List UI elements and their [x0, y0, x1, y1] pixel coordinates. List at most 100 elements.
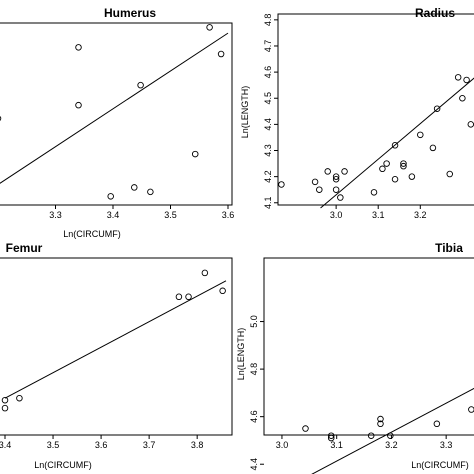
- data-point: [217, 50, 225, 58]
- data-point: [400, 160, 407, 167]
- data-point: [107, 193, 114, 200]
- data-point: [147, 188, 154, 196]
- data-point: [387, 432, 394, 439]
- fit-line: [0, 32, 229, 184]
- fit-line: [4, 280, 227, 399]
- y-tick-label: 5.0: [249, 315, 259, 328]
- data-point: [137, 81, 144, 89]
- x-axis: 3.0 3.1 3.2: [330, 205, 427, 220]
- panel-femur: Femur 3.4 3.5 3.6 3.7 3.8 Ln(CIRCUMF): [0, 241, 233, 470]
- y-tick-label: 4.8: [249, 363, 259, 376]
- y-axis-label: Ln(LENGTH): [236, 328, 246, 381]
- x-tick-label: 3.5: [164, 210, 177, 220]
- point-group: [1, 269, 226, 412]
- y-tick-label: 4.7: [263, 40, 273, 53]
- data-point: [75, 44, 82, 51]
- data-point: [377, 420, 384, 428]
- x-tick-label: 3.2: [414, 210, 427, 220]
- panel-title: Tibia: [435, 241, 463, 255]
- y-tick-label: 4.4: [249, 458, 259, 471]
- panel-title: Femur: [6, 241, 43, 255]
- y-tick-label: 4.6: [263, 66, 273, 79]
- data-point: [341, 168, 348, 175]
- data-point: [219, 287, 226, 295]
- plot-frame: [263, 257, 474, 436]
- y-tick-label: 4.1: [263, 197, 273, 210]
- data-point: [278, 181, 285, 188]
- data-point: [468, 406, 474, 413]
- data-point: [463, 76, 470, 84]
- plot-frame: [0, 257, 233, 436]
- x-tick-label: 3.5: [47, 440, 60, 450]
- data-point: [400, 162, 407, 170]
- x-axis-label: Ln(CIRCUMF): [34, 460, 92, 470]
- data-point: [433, 105, 441, 112]
- data-point: [391, 176, 399, 183]
- data-point: [454, 74, 462, 81]
- data-point: [391, 142, 399, 149]
- x-tick-label: 3.6: [95, 440, 108, 450]
- point-group: [0, 24, 225, 200]
- data-point: [383, 160, 390, 167]
- data-point: [185, 293, 192, 301]
- point-group: [302, 406, 474, 442]
- data-point: [429, 144, 437, 152]
- data-point: [0, 115, 2, 122]
- data-point: [327, 434, 335, 442]
- data-point: [206, 24, 213, 31]
- data-point: [327, 432, 335, 439]
- data-point: [191, 150, 199, 158]
- data-point: [367, 432, 375, 439]
- x-tick-label: 3.4: [107, 210, 120, 220]
- x-axis: 3.3 3.4 3.5 3.6: [49, 205, 234, 220]
- x-tick-label: 3.1: [330, 440, 343, 450]
- data-point: [446, 170, 454, 178]
- data-point: [467, 121, 474, 128]
- y-tick-label: 4.2: [263, 170, 273, 183]
- y-tick-label: 4.6: [249, 410, 259, 423]
- x-tick-label: 3.6: [222, 210, 235, 220]
- data-point: [75, 101, 82, 109]
- panel-title: Radius: [415, 6, 455, 20]
- panel-radius: Radius 3.0 3.1 3.2 4.14.24.34.44.54.64.74.…: [240, 6, 474, 220]
- fit-line: [320, 77, 474, 209]
- data-point: [316, 186, 323, 193]
- data-point: [16, 394, 23, 402]
- data-point: [1, 404, 9, 412]
- data-point: [332, 186, 340, 193]
- y-tick-label: 4.4: [263, 118, 273, 131]
- y-tick-label: 4.8: [263, 14, 273, 27]
- y-tick-label: 4.5: [263, 92, 273, 105]
- y-axis: 4.4 4.6 4.8 5.0: [249, 315, 264, 470]
- data-point: [1, 396, 9, 404]
- x-tick-label: 3.1: [372, 210, 385, 220]
- x-tick-label: 3.3: [49, 210, 62, 220]
- x-axis: 3.0 3.1 3.2 3.3: [276, 435, 453, 450]
- panel-title: Humerus: [104, 6, 156, 20]
- x-axis-label: Ln(CIRCUMF): [63, 229, 121, 239]
- data-point: [332, 176, 340, 183]
- data-point: [379, 165, 386, 173]
- data-point: [311, 178, 319, 186]
- x-tick-label: 3.3: [440, 440, 453, 450]
- x-axis: 3.4 3.5 3.6 3.7 3.8: [0, 435, 203, 450]
- data-point: [302, 425, 309, 432]
- data-point: [459, 94, 466, 102]
- panel-tibia: Tibia 3.0 3.1 3.2 3.3 4.4 4.6 4.8 5.0 Ln(CIRCU…: [236, 241, 474, 474]
- x-tick-label: 3.2: [385, 440, 398, 450]
- x-tick-label: 3.7: [143, 440, 156, 450]
- data-point: [131, 184, 138, 191]
- data-point: [377, 415, 384, 423]
- data-point: [175, 293, 183, 301]
- data-point: [337, 194, 344, 201]
- data-point: [332, 173, 340, 180]
- panel-humerus: Humerus 3.3 3.4 3.5 3.6 Ln(CIRCUMF): [0, 6, 234, 239]
- y-axis-label: Ln(LENGTH): [240, 86, 250, 139]
- x-axis-label: Ln(CIRCUMF): [411, 460, 469, 470]
- plot-frame: [0, 22, 233, 206]
- fit-line: [311, 387, 474, 474]
- data-point: [417, 131, 424, 139]
- data-point: [370, 189, 378, 196]
- data-point: [433, 420, 441, 428]
